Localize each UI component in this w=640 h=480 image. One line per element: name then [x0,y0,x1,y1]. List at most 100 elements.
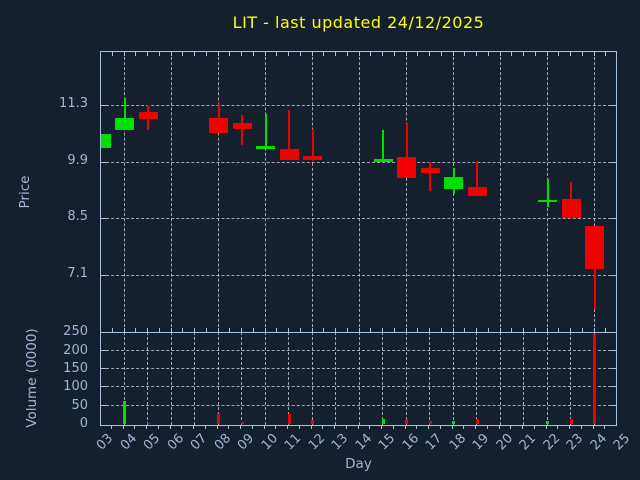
candle-body-day-19 [467,187,487,197]
x-tick-label-25: 25 [611,431,634,454]
volume-vgridline-day-20 [499,332,501,425]
minor-tick-bottom [570,328,571,332]
xaxis-outward-tick [475,425,476,429]
volume-bar-day-5 [146,422,150,425]
minor-tick-bottom [264,328,266,332]
candle-body-day-18 [444,177,463,190]
minor-tick-top [217,52,219,56]
chart-title: LIT - last updated 24/12/2025 [232,13,485,32]
minor-tick-top [252,52,254,56]
minor-tick-bottom [335,328,336,332]
minor-tick-top [405,52,407,56]
volume-vgridline-day-14 [358,332,360,425]
minor-tick-top [276,52,278,56]
minor-tick-top [311,52,313,56]
minor-tick-top [135,52,137,56]
xaxis-outward-tick [498,425,500,429]
price-ytick-right [611,105,616,107]
price-ytick-right [611,161,616,163]
minor-tick-bottom [241,328,242,332]
minor-tick-bottom [288,328,289,332]
candle-body-day-12 [303,156,322,161]
volume-vgridline-day-4 [123,332,125,425]
volume-bar-day-22 [546,421,549,424]
volume-vgridline-day-22 [546,332,548,425]
x-tick-label-07: 07 [188,431,211,454]
xaxis-outward-tick [369,425,371,429]
x-tick-label-17: 17 [423,431,446,454]
volume-bar-day-4 [123,401,126,424]
volume-vgridline-day-15 [382,332,383,425]
volume-vgridline-day-5 [147,332,148,425]
minor-tick-top [323,52,325,56]
minor-tick-top [581,52,583,56]
price-ytick-right [611,218,616,220]
candle-wick-day-10 [264,114,267,149]
price-vgridline-day-8 [217,52,219,332]
day-axis-label: Day [345,456,372,472]
minor-tick-top [558,52,560,56]
xaxis-outward-tick [251,425,253,429]
minor-tick-bottom [205,328,207,332]
minor-tick-top [264,52,266,56]
xaxis-outward-tick [310,425,312,429]
volume-ytick-left [101,349,106,351]
volume-bar-day-15 [381,418,385,424]
x-tick-label-05: 05 [141,431,164,454]
minor-tick-top [241,52,242,56]
xaxis-outward-tick [287,425,288,429]
minor-tick-bottom [546,328,548,332]
candle-wick-day-15 [382,129,384,162]
candle-wick-day-16 [405,122,408,178]
candle-body-day-15 [373,158,393,162]
candle-body-day-9 [232,123,252,130]
minor-tick-top [158,52,160,56]
price-ytick-left [101,161,106,163]
minor-tick-bottom [429,328,430,332]
xaxis-outward-tick [404,425,406,429]
minor-tick-top [605,52,607,56]
volume-bar-day-19 [475,418,479,424]
minor-tick-top [523,52,524,56]
candle-body-day-8 [209,117,228,133]
volume-ytick-left [101,386,106,388]
minor-tick-top [593,52,595,56]
candle-body-day-5 [138,112,158,119]
minor-tick-top [123,52,125,56]
minor-tick-top [147,52,148,56]
x-tick-label-19: 19 [470,431,493,454]
xaxis-outward-tick [110,425,112,429]
minor-tick-bottom [534,328,536,332]
minor-tick-top [170,52,172,56]
volume-ytick-label-50: 50 [71,397,88,413]
volume-vgridline-day-13 [335,332,336,425]
xaxis-outward-tick [263,425,265,429]
minor-tick-bottom [370,328,372,332]
volume-bar-day-23 [569,418,573,424]
xaxis-outward-tick [216,425,218,429]
minor-tick-top [335,52,336,56]
minor-tick-bottom [158,328,160,332]
minor-tick-top [511,52,513,56]
xaxis-outward-tick [298,425,300,429]
volume-vgridline-day-17 [429,332,430,425]
volume-bar-day-9 [240,421,244,424]
xaxis-outward-tick [169,425,171,429]
x-tick-label-22: 22 [540,431,564,454]
xaxis-outward-tick [463,425,465,429]
xaxis-outward-tick [240,425,241,429]
minor-tick-bottom [346,328,348,332]
xaxis-outward-tick [193,425,194,429]
xaxis-outward-tick [345,425,347,429]
minor-tick-top [346,52,348,56]
x-tick-label-13: 13 [329,431,352,454]
candle-wick-day-4 [123,97,126,130]
minor-tick-top [288,52,289,56]
price-ytick-right [611,274,616,276]
volume-bar-day-8 [217,413,220,424]
candle-wick-day-17 [429,161,431,192]
x-tick-label-24: 24 [587,431,611,454]
minor-tick-bottom [358,328,360,332]
minor-tick-top [382,52,383,56]
minor-tick-top [111,52,113,56]
